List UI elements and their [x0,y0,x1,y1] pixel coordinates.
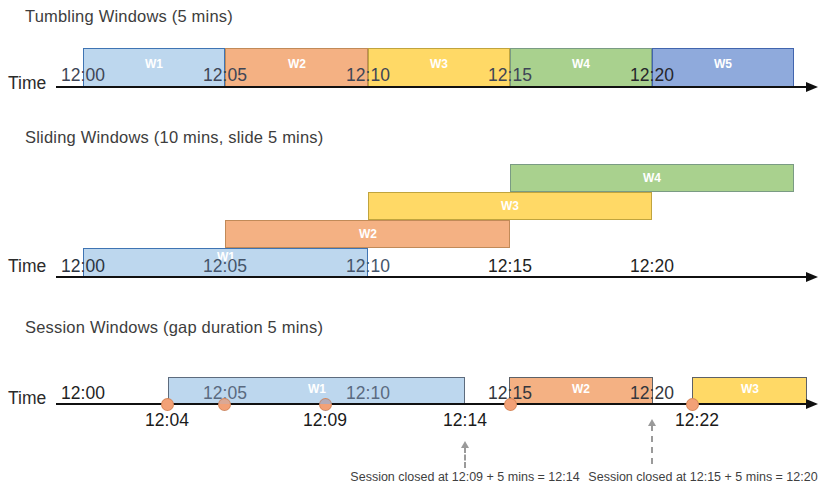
time-axis-label: Time [8,256,46,277]
window-label: W4 [643,171,661,185]
annotation-arrow-line [651,425,653,464]
annotation-arrow-up-icon [461,441,469,448]
time-axis-line-tumbling [56,86,808,88]
axis-tick-label: 12:00 [61,67,105,85]
window-label: W3 [430,57,448,71]
window-label: W2 [288,57,306,71]
axis-tick-label: 12:00 [61,385,105,403]
event-dot [504,398,517,411]
axis-tick-label: 12:20 [630,258,674,276]
window-label: W2 [359,227,377,241]
axis-arrowhead-icon [806,82,818,92]
axis-tick-label: 12:10 [346,385,390,403]
axis-tick-label: 12:05 [203,258,247,276]
time-axis-line-sliding [56,276,808,278]
window-label: W4 [572,57,590,71]
axis-tick-label: 12:15 [488,67,532,85]
axis-tick-label: 12:05 [203,67,247,85]
section-title-session: Session Windows (gap duration 5 mins) [25,318,323,337]
event-dot [319,398,332,411]
window-label: W1 [308,382,326,396]
section-title-sliding: Sliding Windows (10 mins, slide 5 mins) [25,128,323,147]
section-title-tumbling: Tumbling Windows (5 mins) [25,7,233,26]
event-dot [161,398,174,411]
event-time-label: 12:04 [145,411,189,430]
annotation-arrow-line [464,447,466,468]
event-dot [218,398,231,411]
event-time-label: 12:14 [443,411,487,430]
windowing-strategies-diagram: Tumbling Windows (5 mins) W1 W2 W3 W4 W5 Time 1… [0,0,829,498]
axis-tick-label: 12:20 [630,385,674,403]
time-axis-label: Time [8,73,46,94]
event-time-label: 12:22 [675,411,719,430]
window-label: W5 [714,57,732,71]
time-axis-label: Time [8,388,46,409]
window-label: W3 [501,199,519,213]
axis-tick-label: 12:00 [61,258,105,276]
annotation-arrow-up-icon [648,419,656,426]
axis-arrowhead-icon [806,399,818,409]
axis-tick-label: 12:20 [630,67,674,85]
session-closed-annotation: Session closed at 12:09 + 5 mins = 12:14 [350,470,579,484]
event-dot [686,398,699,411]
window-label: W2 [572,382,590,396]
axis-tick-label: 12:10 [346,258,390,276]
window-label: W3 [741,382,759,396]
axis-arrowhead-icon [806,272,818,282]
axis-tick-label: 12:10 [346,67,390,85]
axis-tick-label: 12:15 [488,258,532,276]
window-label: W1 [145,57,163,71]
event-time-label: 12:09 [303,411,347,430]
session-closed-annotation: Session closed at 12:15 + 5 mins = 12:20 [588,470,817,484]
